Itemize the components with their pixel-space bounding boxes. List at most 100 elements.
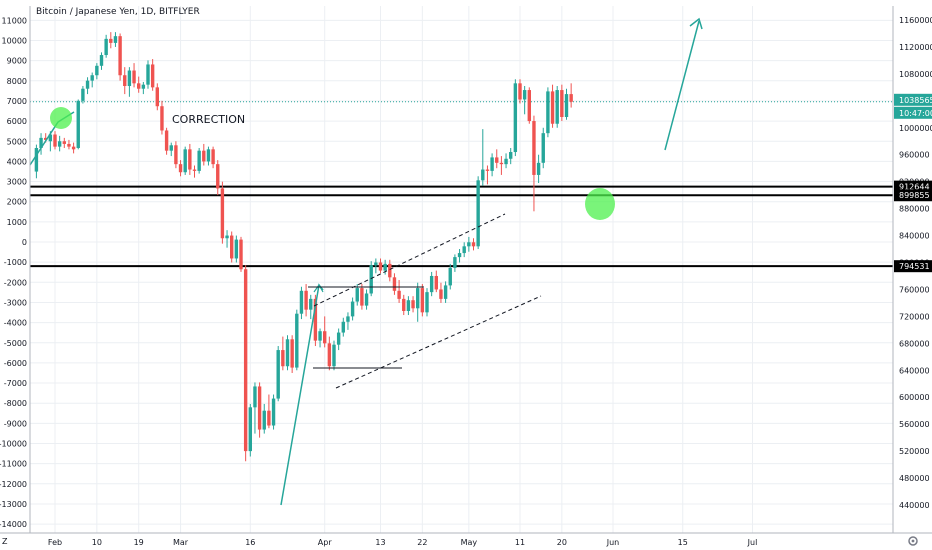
- candle-body: [416, 288, 420, 309]
- right-tick-label: 560000: [899, 420, 930, 429]
- candle-body: [230, 235, 234, 259]
- left-tick-label: -1000: [4, 258, 27, 267]
- candle-body: [439, 289, 443, 299]
- candle-body: [471, 242, 476, 247]
- current-price-label: 1038565: [899, 96, 932, 105]
- candle-body: [299, 290, 304, 314]
- x-tick-label: Apr: [318, 538, 333, 547]
- candle-body: [262, 410, 266, 430]
- candle-body: [509, 152, 513, 159]
- candle-body: [462, 246, 466, 254]
- right-tick-label: 1160000: [899, 16, 932, 25]
- left-tick-label: -11000: [0, 460, 27, 469]
- candle-body: [62, 141, 66, 144]
- candle-body: [569, 94, 573, 102]
- x-tick-label: Feb: [48, 538, 62, 547]
- candle-body: [150, 64, 155, 88]
- candle-body: [425, 292, 429, 313]
- scale-toggle[interactable]: Z: [2, 537, 8, 546]
- left-tick-label: -2000: [4, 278, 27, 287]
- left-tick-label: 0: [22, 238, 27, 247]
- candle-body: [550, 91, 555, 124]
- right-tick-label: 520000: [899, 447, 930, 456]
- candle-body: [397, 290, 401, 299]
- left-tick-label: -12000: [0, 480, 27, 489]
- x-tick-label: 11: [515, 538, 525, 547]
- candle-body: [309, 298, 313, 310]
- candle-body: [197, 150, 201, 171]
- x-tick-label: 16: [245, 538, 255, 547]
- candle-body: [420, 288, 425, 313]
- left-tick-label: 3000: [7, 178, 27, 187]
- level-tag: [894, 189, 932, 202]
- candle-body: [99, 55, 104, 66]
- candle-body: [360, 288, 364, 306]
- candle-body: [192, 169, 197, 171]
- candle-body: [141, 84, 146, 89]
- candle-body: [504, 158, 508, 165]
- countdown-tag: [894, 106, 932, 119]
- candle-body: [453, 257, 457, 268]
- candle-body: [95, 65, 99, 76]
- candle-body: [188, 149, 192, 170]
- grid: [30, 6, 893, 533]
- right-tick-label: 840000: [899, 232, 930, 241]
- x-tick-label: 20: [557, 538, 567, 547]
- candle-body: [67, 143, 71, 147]
- candle-body: [90, 75, 94, 81]
- right-tick-label: 640000: [899, 366, 930, 375]
- candle-body: [234, 239, 239, 259]
- x-tick-label: 15: [678, 538, 688, 547]
- current-price-tag: [894, 93, 932, 106]
- candle-body: [239, 239, 243, 270]
- candle-body: [202, 150, 206, 162]
- candle-body: [457, 253, 462, 258]
- candle-body: [276, 350, 280, 399]
- candle-body: [169, 145, 173, 151]
- right-tick-label: 680000: [899, 339, 930, 348]
- countdown-label: 10:47:00: [899, 109, 932, 118]
- right-tick-label: 1120000: [899, 43, 932, 52]
- gear-ring: [908, 536, 918, 546]
- candle-body: [285, 339, 290, 367]
- left-tick-label: -3000: [4, 298, 27, 307]
- candle-body: [146, 64, 150, 85]
- candle-body: [174, 145, 178, 165]
- left-tick-label: 6000: [7, 117, 27, 126]
- candle-body: [485, 169, 490, 171]
- candles: [34, 32, 573, 462]
- candle-body: [81, 88, 85, 101]
- candle-body: [374, 262, 378, 266]
- x-tick-label: 13: [375, 538, 385, 547]
- settings-gear-icon[interactable]: [908, 536, 918, 546]
- candle-body: [402, 298, 406, 311]
- candle-body: [53, 134, 57, 147]
- candle-body: [39, 137, 43, 148]
- candle-body: [113, 36, 118, 43]
- candle-body: [183, 149, 187, 173]
- candle-body: [434, 275, 438, 290]
- candle-body: [164, 130, 169, 151]
- candle-body: [364, 293, 369, 306]
- candle-body: [281, 350, 285, 367]
- candle-body: [109, 38, 113, 43]
- right-tick-label: 480000: [899, 474, 930, 483]
- x-tick-label: May: [461, 538, 478, 547]
- candle-body: [411, 300, 415, 309]
- right-tick-label: 440000: [899, 501, 930, 510]
- left-tick-label: 2000: [7, 198, 27, 207]
- candle-body: [378, 262, 383, 271]
- candle-body: [355, 288, 359, 302]
- candle-body: [257, 386, 262, 430]
- support-resistance-levels: [30, 101, 893, 268]
- candle-body: [429, 275, 434, 293]
- candle-body: [160, 106, 164, 131]
- candle-body: [104, 38, 108, 56]
- left-tick-label: -8000: [4, 399, 27, 408]
- level-tag-label: 794531: [899, 262, 930, 271]
- right-tick-label: 880000: [899, 205, 930, 214]
- candle-body: [490, 157, 494, 171]
- candle-body: [406, 300, 411, 311]
- x-tick-label: Jul: [747, 538, 758, 547]
